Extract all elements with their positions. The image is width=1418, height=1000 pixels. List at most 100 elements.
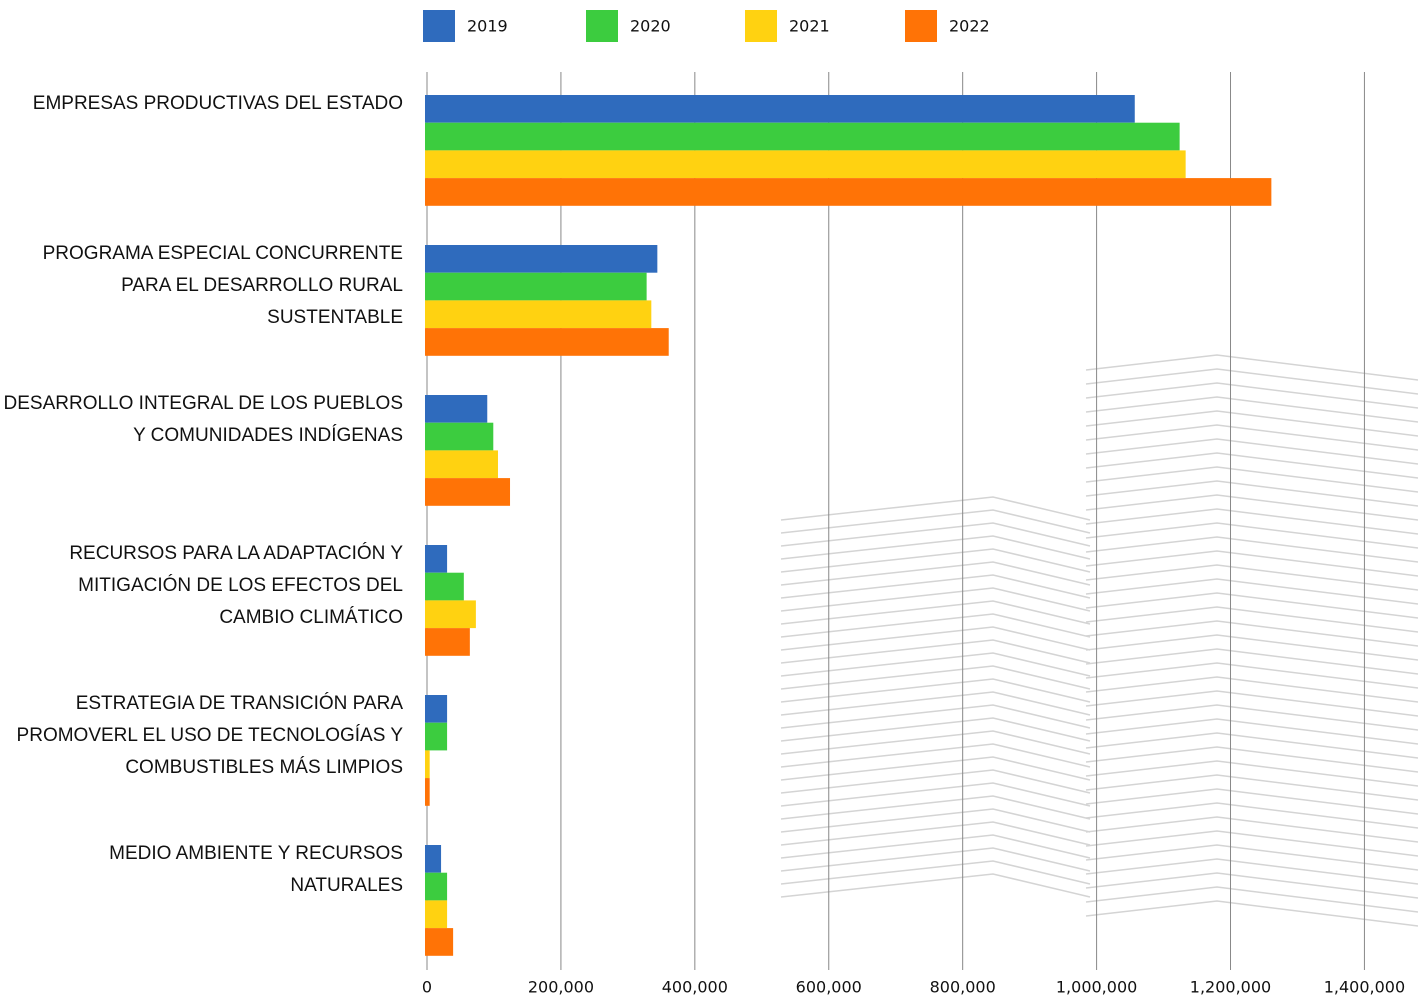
category-label: MEDIO AMBIENTE Y RECURSOS NATURALES (109, 843, 403, 896)
bar (425, 122, 1180, 151)
bar (425, 245, 658, 273)
decoration (780, 522, 1091, 547)
decoration (1085, 900, 1418, 927)
decoration (780, 704, 1091, 729)
decoration (1085, 732, 1418, 759)
decoration (1085, 592, 1418, 619)
category-label: ESTRATEGIA DE TRANSICIÓN PARA PROMOVERL … (16, 693, 403, 778)
bar (425, 300, 652, 329)
decoration (1085, 788, 1418, 815)
decoration (1085, 578, 1418, 605)
decoration (1085, 452, 1418, 479)
decoration (780, 769, 1091, 794)
decoration (1085, 816, 1418, 843)
decoration (1085, 718, 1418, 745)
bar (425, 395, 488, 423)
decoration (1085, 396, 1418, 423)
decoration (1085, 634, 1418, 661)
legend-label: 2021 (789, 17, 830, 36)
decoration (780, 600, 1091, 625)
bar (425, 422, 494, 451)
x-tick-label: 800,000 (930, 978, 996, 997)
decoration (1085, 746, 1418, 773)
decoration (780, 821, 1091, 846)
category-label: DESARROLLO INTEGRAL DE LOS PUEBLOS Y COM… (3, 393, 403, 446)
bar (425, 600, 476, 629)
category-label: PROGRAMA ESPECIAL CONCURRENTE PARA EL DE… (42, 243, 403, 328)
decoration (780, 678, 1091, 703)
decoration (780, 860, 1091, 885)
decoration (780, 691, 1091, 716)
decoration (780, 717, 1091, 742)
decoration (780, 730, 1091, 755)
legend-label: 2022 (949, 17, 990, 36)
legend-swatch (586, 10, 618, 42)
decoration (780, 535, 1091, 560)
category-label: EMPRESAS PRODUCTIVAS DEL ESTADO (32, 93, 403, 114)
legend-swatch (745, 10, 777, 42)
decoration (780, 561, 1091, 586)
decoration (780, 665, 1091, 690)
decoration (1085, 774, 1418, 801)
bar (425, 545, 448, 573)
decoration (1085, 438, 1418, 465)
bar (425, 328, 669, 356)
decoration (780, 587, 1091, 612)
decoration (1085, 508, 1418, 535)
bar (425, 928, 454, 956)
bar (425, 178, 1272, 206)
decoration (1085, 704, 1418, 731)
decoration (1085, 760, 1418, 787)
decoration (1085, 564, 1418, 591)
decoration (780, 574, 1091, 599)
bar (425, 150, 1186, 179)
decoration (1085, 606, 1418, 633)
bar (425, 628, 470, 656)
legend-label: 2019 (467, 17, 508, 36)
decoration (1085, 802, 1418, 829)
bar (425, 778, 430, 806)
bar (425, 478, 511, 506)
legend-swatch (905, 10, 937, 42)
bar (425, 872, 448, 901)
x-tick-label: 1,200,000 (1190, 978, 1271, 997)
decoration (780, 795, 1091, 820)
bar (425, 722, 448, 751)
decoration (780, 743, 1091, 768)
decoration (780, 834, 1091, 859)
decoration (780, 782, 1091, 807)
bar (425, 572, 464, 601)
bar (425, 272, 647, 301)
legend-label: 2020 (630, 17, 671, 36)
decoration (780, 613, 1091, 638)
decoration (780, 652, 1091, 677)
decoration (1085, 872, 1418, 899)
x-tick-label: 200,000 (528, 978, 594, 997)
decoration (1085, 368, 1418, 395)
decoration (1085, 690, 1418, 717)
decoration (780, 808, 1091, 833)
decoration (1085, 858, 1418, 885)
bar (425, 900, 448, 929)
decoration (1085, 676, 1418, 703)
decoration (1085, 354, 1418, 381)
x-tick-label: 0 (422, 978, 432, 997)
decoration (1085, 886, 1418, 913)
x-tick-label: 1,000,000 (1056, 978, 1137, 997)
decoration (780, 756, 1091, 781)
decoration (780, 873, 1091, 898)
decoration (1085, 550, 1418, 577)
decoration (1085, 536, 1418, 563)
decoration (1085, 844, 1418, 871)
decoration (780, 639, 1091, 664)
decoration (1085, 410, 1418, 437)
bar (425, 695, 448, 723)
decoration (1085, 522, 1418, 549)
decoration (780, 496, 1091, 521)
decoration (1085, 480, 1418, 507)
bar (425, 845, 442, 873)
decoration (780, 509, 1091, 534)
x-tick-label: 400,000 (662, 978, 728, 997)
